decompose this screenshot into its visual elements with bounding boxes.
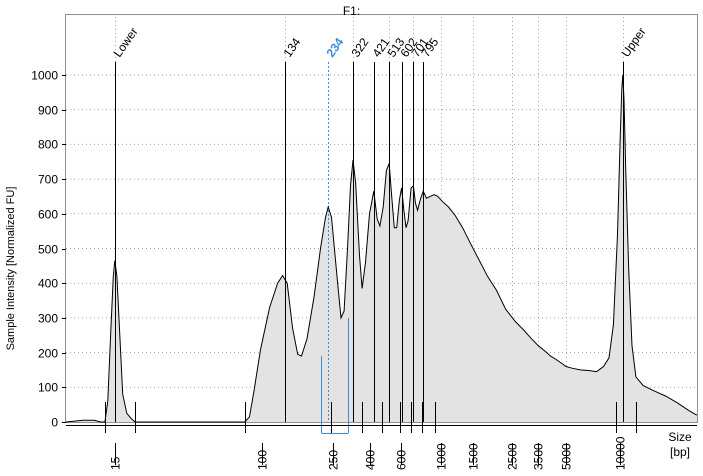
x-tick-label: 5000 [560, 443, 574, 470]
x-axis-label: Size [668, 430, 692, 444]
x-tick-label: 2500 [506, 443, 520, 470]
trace-line [65, 74, 698, 423]
peak-markers [115, 62, 624, 434]
x-tick-label: 1000 [435, 443, 449, 470]
x-tick-label: 10000 [614, 436, 628, 470]
x-axis: 15 100 250 400 600 1000 1500 2500 3500 5000 10000 [66, 402, 697, 470]
y-tick-label: 500 [38, 243, 58, 257]
y-tick-label: 300 [38, 312, 58, 326]
x-tick-label: 400 [364, 450, 378, 470]
y-tick-label: 900 [38, 104, 58, 118]
y-tick-label: 0 [51, 416, 58, 430]
y-tick-label: 800 [38, 138, 58, 152]
y-tick-label: 100 [38, 381, 58, 395]
x-tick-label: 600 [395, 450, 409, 470]
x-tick-label: 3500 [532, 443, 546, 470]
area-fill [66, 75, 697, 422]
y-tick-label: 200 [38, 347, 58, 361]
trace-fill [66, 75, 697, 422]
y-axis: 0 100 200 300 400 500 600 700 800 900 1000 [31, 69, 66, 430]
y-axis-label: Sample Intensity [Normalized FU] [5, 187, 17, 351]
y-tick-label: 1000 [31, 69, 58, 83]
y-tick-label: 700 [38, 173, 58, 187]
x-axis-unit: [bp] [670, 445, 690, 459]
x-tick-label: 100 [256, 450, 270, 470]
y-tick-label: 600 [38, 208, 58, 222]
x-tick-label: 250 [327, 450, 341, 470]
x-tick-label: 15 [109, 456, 123, 470]
y-tick-label: 400 [38, 277, 58, 291]
trace-path [65, 74, 698, 423]
chart-title: F1: [342, 4, 361, 18]
x-tick-label: 1500 [467, 443, 481, 470]
